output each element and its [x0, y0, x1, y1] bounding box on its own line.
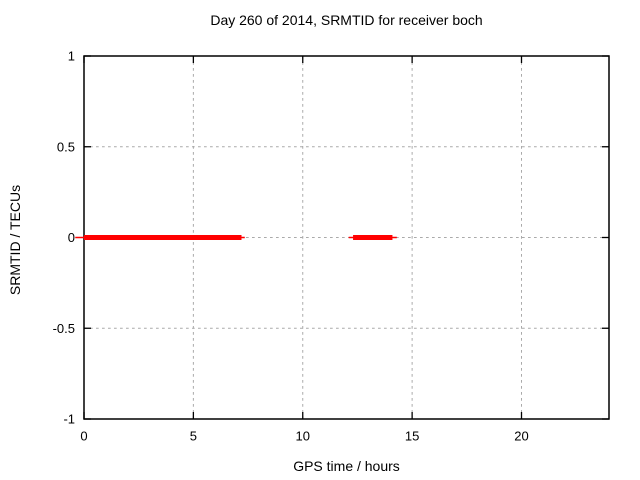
- chart-title: Day 260 of 2014, SRMTID for receiver boc…: [210, 12, 483, 28]
- y-tick-label: -0.5: [53, 321, 75, 336]
- x-tick-label: 15: [405, 429, 419, 444]
- x-tick-label: 0: [80, 429, 87, 444]
- y-tick-label: 0.5: [57, 139, 75, 154]
- x-axis-label: GPS time / hours: [293, 458, 400, 474]
- x-tick-label: 5: [190, 429, 197, 444]
- y-tick-label: 0: [68, 230, 75, 245]
- y-tick-label: 1: [68, 49, 75, 64]
- x-tick-label: 20: [514, 429, 528, 444]
- x-tick-label: 10: [296, 429, 310, 444]
- y-tick-label: -1: [63, 412, 75, 427]
